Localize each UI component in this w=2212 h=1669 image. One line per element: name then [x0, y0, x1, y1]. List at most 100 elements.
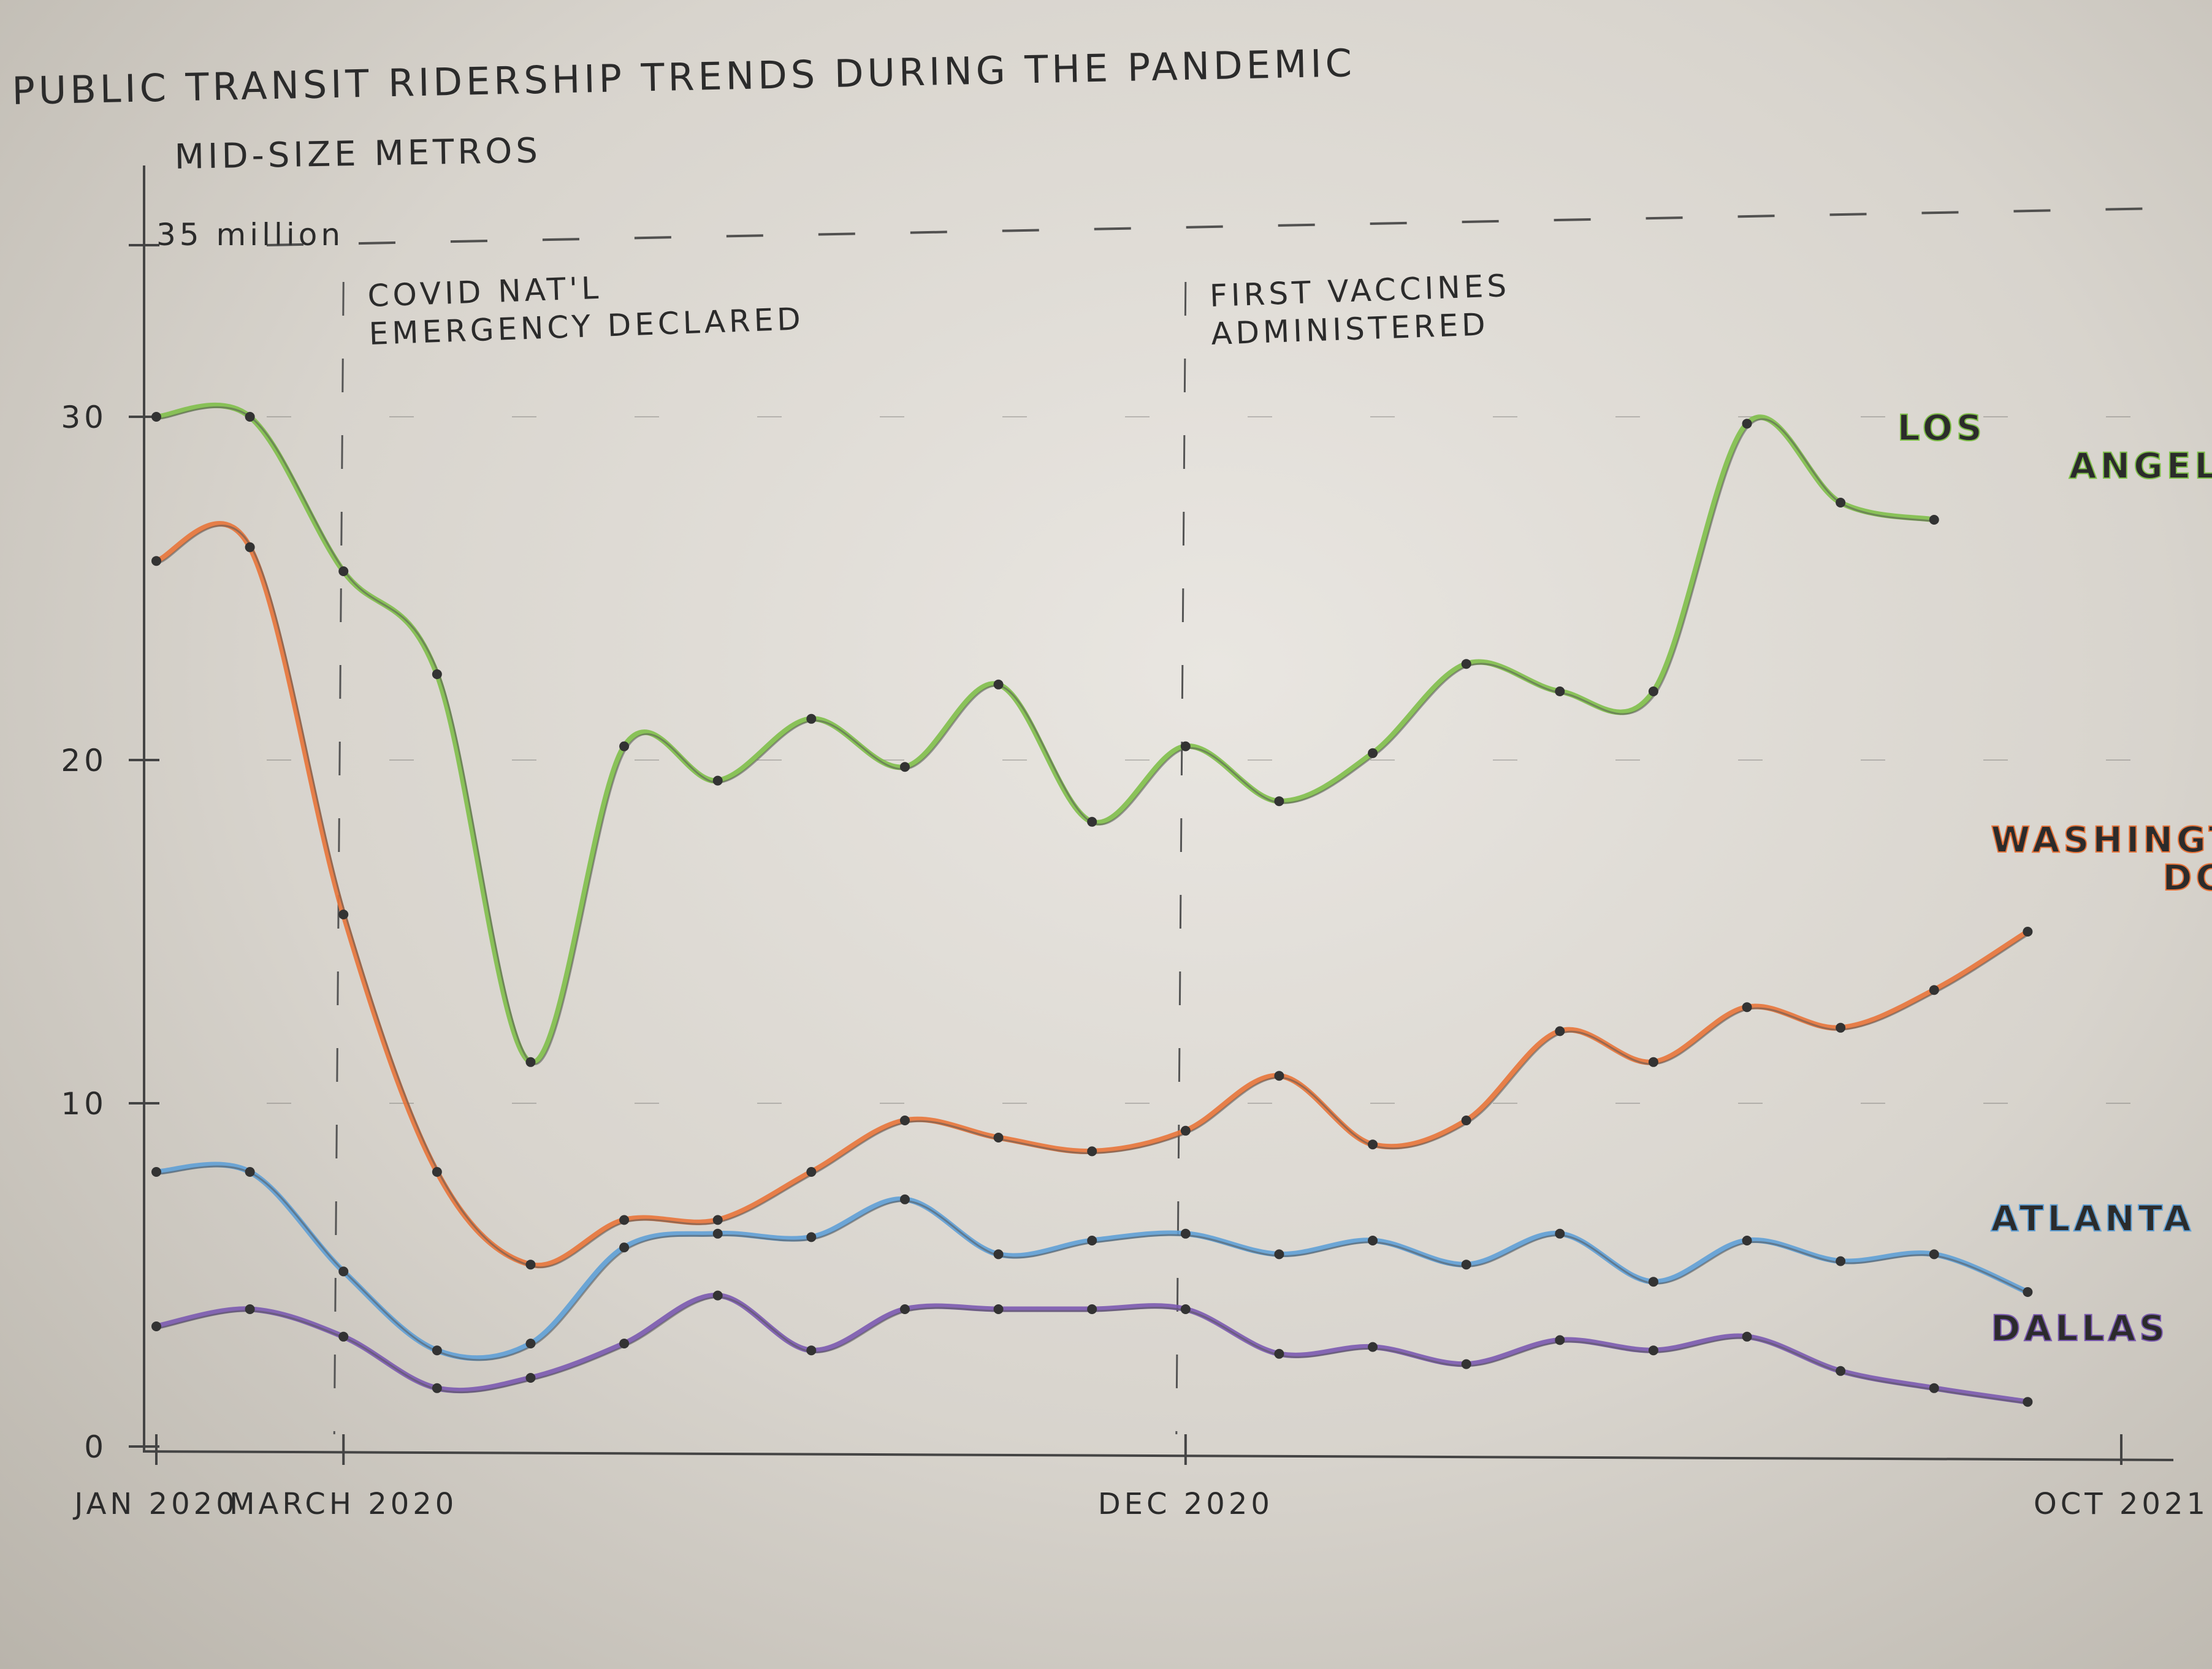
y-tick-label: 10	[61, 1086, 107, 1122]
data-point	[432, 1167, 442, 1177]
y-tick-label: 0	[84, 1429, 107, 1465]
data-point	[1555, 1026, 1565, 1036]
data-point	[1274, 1249, 1284, 1260]
data-point	[151, 412, 161, 422]
data-point	[1274, 796, 1284, 807]
data-point	[1742, 1236, 1752, 1245]
data-point	[1836, 498, 1846, 508]
x-tick-label: MARCH 2020	[229, 1487, 457, 1521]
data-point	[993, 679, 1004, 690]
data-point	[1742, 419, 1752, 429]
data-point	[1180, 1304, 1191, 1314]
data-point	[899, 1116, 910, 1125]
data-point	[151, 556, 161, 566]
data-point	[1087, 816, 1097, 827]
data-point	[1648, 1345, 1658, 1356]
data-point	[993, 1304, 1004, 1314]
annotation-line	[1175, 281, 1187, 1435]
data-point	[1648, 1277, 1658, 1287]
series-label-washington-dc: DC	[2162, 857, 2212, 899]
data-point	[899, 1304, 910, 1314]
data-point	[1461, 659, 1471, 669]
data-point	[993, 1133, 1004, 1142]
data-point	[525, 1057, 536, 1067]
y-axis-unit-label: 35 million	[156, 217, 344, 253]
data-point	[525, 1339, 536, 1348]
data-point	[806, 1167, 817, 1177]
data-point	[151, 1167, 161, 1177]
data-point	[619, 741, 630, 751]
data-point	[1742, 1331, 1752, 1342]
chart-title: PUBLIC TRANSIT RIDERSHIP TRENDS DURING T…	[12, 40, 1356, 113]
series-pencil-dallas	[158, 1296, 2031, 1405]
data-point	[1836, 1256, 1846, 1266]
data-point	[338, 910, 349, 919]
data-point	[1461, 1116, 1471, 1125]
data-point	[1368, 1342, 1378, 1352]
data-point	[806, 1232, 817, 1242]
series-label-atlanta: ATLANTA	[1991, 1198, 2194, 1239]
data-point	[712, 1215, 723, 1225]
x-axis	[143, 1450, 2174, 1461]
data-point	[1555, 1335, 1565, 1345]
series-line-dallas	[153, 1293, 2031, 1405]
series-pencil-atlanta	[158, 1165, 2031, 1361]
data-point	[1180, 1125, 1191, 1136]
data-point	[1180, 1228, 1191, 1239]
series-pencil-los-angeles	[158, 406, 1937, 1065]
data-point	[338, 566, 349, 576]
y-tick-label: 20	[61, 743, 107, 778]
data-point	[432, 1383, 442, 1393]
data-point	[338, 1331, 349, 1342]
data-point	[1087, 1304, 1097, 1314]
series-lines	[151, 402, 2033, 1407]
series-line-los-angeles	[153, 402, 1937, 1065]
data-point	[2023, 1397, 2033, 1407]
data-point	[1648, 686, 1658, 696]
data-point	[525, 1373, 536, 1383]
data-point	[619, 1242, 630, 1253]
data-point	[806, 1345, 817, 1356]
chart-subtitle: MID-SIZE METROS	[174, 131, 541, 177]
series-line-washington-dc	[153, 521, 2031, 1269]
data-point	[1929, 1383, 1939, 1393]
data-point	[619, 1339, 630, 1348]
data-point	[525, 1260, 536, 1270]
data-point	[432, 1345, 442, 1356]
data-point	[245, 412, 255, 422]
data-point	[245, 1167, 255, 1177]
series-label-dallas: DALLAS	[1991, 1307, 2168, 1349]
y-tick-label: 30	[61, 400, 107, 435]
data-point	[899, 1194, 910, 1204]
data-point	[1555, 686, 1565, 696]
grid-lines	[266, 207, 2159, 1104]
data-point	[1180, 741, 1191, 751]
data-point	[806, 713, 817, 724]
data-point	[1555, 1228, 1565, 1239]
x-tick-label: DEC 2020	[1098, 1487, 1273, 1521]
data-point	[899, 762, 910, 772]
data-point	[151, 1321, 161, 1331]
data-point	[1836, 1022, 1846, 1033]
data-point	[712, 1228, 723, 1239]
series-line-atlanta	[153, 1161, 2031, 1361]
data-point	[1087, 1236, 1097, 1245]
data-point	[1461, 1359, 1471, 1369]
series-atlanta	[151, 1161, 2033, 1361]
data-point	[1929, 515, 1939, 525]
data-point	[1274, 1071, 1284, 1081]
data-point	[245, 1304, 255, 1314]
data-point	[2023, 1287, 2033, 1297]
data-point	[338, 1266, 349, 1277]
data-point	[619, 1215, 630, 1225]
data-point	[1461, 1260, 1471, 1270]
data-point	[245, 542, 255, 552]
series-los-angeles	[151, 402, 1939, 1067]
series-label-los-angeles: LOS	[1897, 407, 1986, 449]
data-point	[432, 669, 442, 679]
data-point	[1368, 1236, 1378, 1245]
data-point	[1087, 1146, 1097, 1157]
data-point	[1929, 1249, 1939, 1260]
